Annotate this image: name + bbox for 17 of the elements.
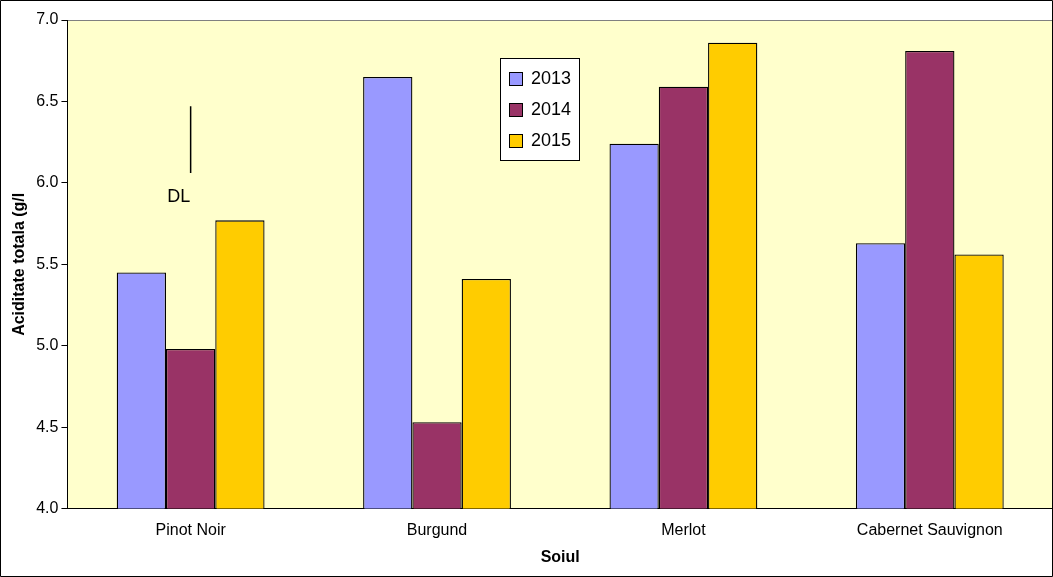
legend-label: 2013	[531, 68, 572, 89]
y-tick-label: 6.5	[36, 91, 59, 109]
x-tick-label: Merlot	[661, 520, 707, 538]
y-tick-label: 5.0	[36, 336, 59, 354]
annotation: DL	[167, 186, 191, 207]
x-tick-label: Burgund	[406, 520, 468, 538]
y-tick-label: 6.0	[36, 173, 59, 191]
x-tick-label: Pinot Noir	[155, 520, 227, 538]
y-tick-label: 4.0	[36, 499, 59, 517]
x-tick-label: Cabernet Sauvignon	[856, 520, 1003, 538]
y-tick-label: 4.5	[36, 417, 59, 435]
y-tick-label: 5.5	[36, 254, 59, 272]
x-axis-title: Soiul	[540, 547, 580, 565]
legend-label: 2015	[531, 130, 572, 151]
y-axis-title: Aciditate totala (g/l	[10, 192, 28, 336]
legend-label: 2014	[531, 99, 572, 120]
y-tick-label: 7.0	[36, 10, 59, 28]
